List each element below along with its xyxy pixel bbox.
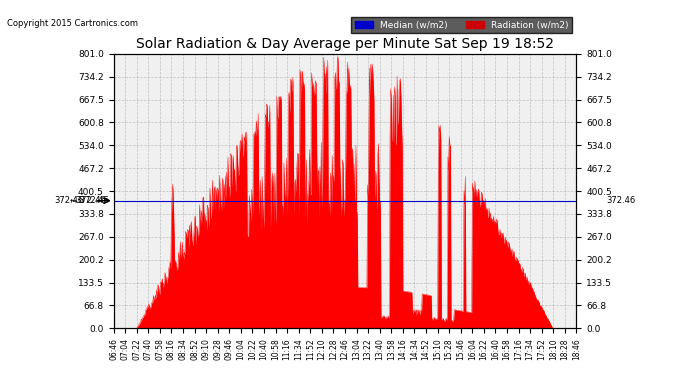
Text: 372.46: 372.46 bbox=[54, 196, 83, 205]
Text: Copyright 2015 Cartronics.com: Copyright 2015 Cartronics.com bbox=[7, 19, 138, 28]
Text: 372.46: 372.46 bbox=[607, 196, 636, 205]
Title: Solar Radiation & Day Average per Minute Sat Sep 19 18:52: Solar Radiation & Day Average per Minute… bbox=[136, 37, 554, 51]
Text: 372.46: 372.46 bbox=[75, 196, 106, 205]
Legend: Median (w/m2), Radiation (w/m2): Median (w/m2), Radiation (w/m2) bbox=[351, 17, 572, 33]
Text: ← 372.46: ← 372.46 bbox=[70, 196, 109, 205]
